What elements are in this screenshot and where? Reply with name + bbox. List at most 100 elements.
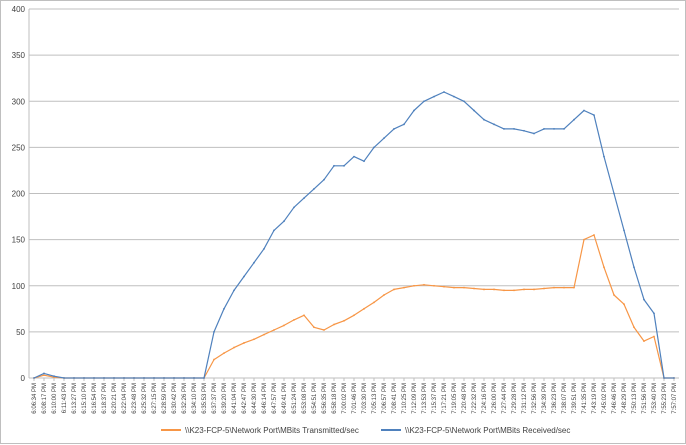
x-tick-label: 7:22:32 PM (472, 383, 478, 414)
data-point (463, 286, 465, 289)
x-tick-label: 7:10:25 PM (402, 383, 408, 414)
x-tick-label: 6:23:48 PM (132, 383, 138, 414)
x-tick-label: 7:57:07 PM (672, 383, 678, 414)
data-point (493, 288, 495, 291)
data-point (593, 114, 595, 116)
data-point (353, 314, 355, 317)
data-point (123, 377, 125, 379)
y-tick-label: 250 (12, 143, 26, 152)
y-tick-label: 150 (12, 236, 26, 245)
data-point (243, 342, 245, 344)
x-tick-label: 6:39:20 PM (222, 383, 228, 414)
data-point (633, 326, 635, 329)
x-tick-label: 7:51:56 PM (642, 383, 648, 414)
data-point (623, 303, 625, 306)
x-tick-label: 6:16:54 PM (92, 383, 98, 414)
x-tick-label: 7:24:16 PM (482, 383, 488, 414)
data-point (203, 377, 205, 379)
x-tick-label: 6:56:35 PM (322, 383, 328, 414)
legend-label: \\K23-FCP-5\Network Port\MBits Received/… (405, 426, 570, 435)
series-line-1 (33, 234, 674, 379)
data-point (213, 330, 215, 333)
data-point (303, 197, 305, 200)
x-tick-label: 6:08:17 PM (42, 383, 48, 414)
data-point (533, 132, 535, 135)
data-point (613, 294, 615, 296)
x-tick-label: 7:15:37 PM (432, 383, 438, 414)
data-point (463, 100, 465, 103)
data-point (63, 377, 65, 379)
data-point (263, 247, 265, 250)
data-point (83, 377, 85, 379)
x-tick-label: 7:08:41 PM (392, 383, 398, 414)
x-tick-label: 7:53:40 PM (652, 383, 658, 414)
data-point (163, 377, 165, 379)
x-tick-label: 7:45:02 PM (602, 383, 608, 414)
data-point (283, 324, 285, 327)
data-point (93, 377, 95, 379)
data-point (73, 377, 75, 379)
data-point (283, 220, 285, 223)
x-tick-label: 7:32:56 PM (532, 383, 538, 414)
x-tick-label: 7:46:46 PM (612, 383, 618, 414)
data-point (273, 329, 275, 331)
legend-label: \\K23-FCP-5\Network Port\MBits Transmitt… (185, 426, 359, 435)
y-tick-label: 100 (12, 282, 26, 291)
x-tick-label: 7:38:07 PM (562, 383, 568, 414)
x-tick-label: 6:11:43 PM (62, 383, 68, 413)
data-point (323, 329, 325, 331)
x-tick-label: 6:18:37 PM (102, 383, 108, 414)
data-point (33, 377, 35, 379)
x-tick-label: 7:06:57 PM (382, 383, 388, 414)
x-tick-label: 6:32:26 PM (182, 383, 188, 414)
x-tick-label: 7:55:23 PM (662, 383, 668, 414)
y-tick-label: 350 (12, 51, 26, 60)
data-point (503, 289, 505, 292)
x-tick-label: 6:30:42 PM (172, 383, 178, 414)
data-point (43, 374, 45, 377)
y-tick-label: 400 (12, 5, 26, 14)
data-point (243, 275, 245, 278)
x-tick-label: 7:26:00 PM (492, 383, 498, 414)
data-point (113, 377, 115, 379)
x-tick-label: 7:31:12 PM (522, 383, 528, 414)
data-point (423, 283, 425, 286)
data-point (543, 128, 545, 130)
x-tick-label: 6:28:59 PM (162, 383, 168, 414)
data-point (333, 164, 335, 167)
x-tick-label: 6:37:37 PM (212, 383, 218, 414)
data-point (563, 286, 565, 289)
data-point (623, 229, 625, 232)
data-point (413, 284, 415, 287)
x-tick-label: 6:06:34 PM (32, 383, 38, 414)
data-point (263, 333, 265, 336)
data-point (273, 229, 275, 232)
x-tick-label: 7:19:05 PM (452, 383, 458, 414)
x-tick-label: 7:01:46 PM (352, 383, 358, 414)
y-tick-label: 50 (16, 328, 25, 337)
data-point (573, 118, 575, 121)
data-point (603, 155, 605, 158)
x-tick-label: 6:51:24 PM (292, 383, 298, 414)
y-tick-label: 0 (21, 374, 26, 383)
data-point (403, 286, 405, 289)
x-tick-label: 7:34:39 PM (542, 383, 548, 414)
y-tick-label: 200 (12, 190, 26, 199)
data-point (253, 261, 255, 264)
x-tick-label: 6:41:04 PM (232, 383, 238, 414)
data-point (643, 340, 645, 342)
data-point (673, 377, 675, 379)
data-point (353, 155, 355, 158)
x-tick-label: 6:54:51 PM (312, 383, 318, 414)
x-tick-label: 7:39:51 PM (572, 383, 578, 414)
x-tick-label: 6:15:10 PM (82, 383, 88, 414)
gridlines (28, 8, 679, 379)
data-point (223, 352, 225, 354)
data-point (193, 377, 195, 379)
data-point (343, 319, 345, 322)
legend: \\K23-FCP-5\Network Port\MBits Transmitt… (161, 426, 570, 435)
data-point (663, 377, 665, 379)
data-point (443, 91, 445, 93)
data-point (433, 95, 435, 98)
data-point (393, 128, 395, 130)
